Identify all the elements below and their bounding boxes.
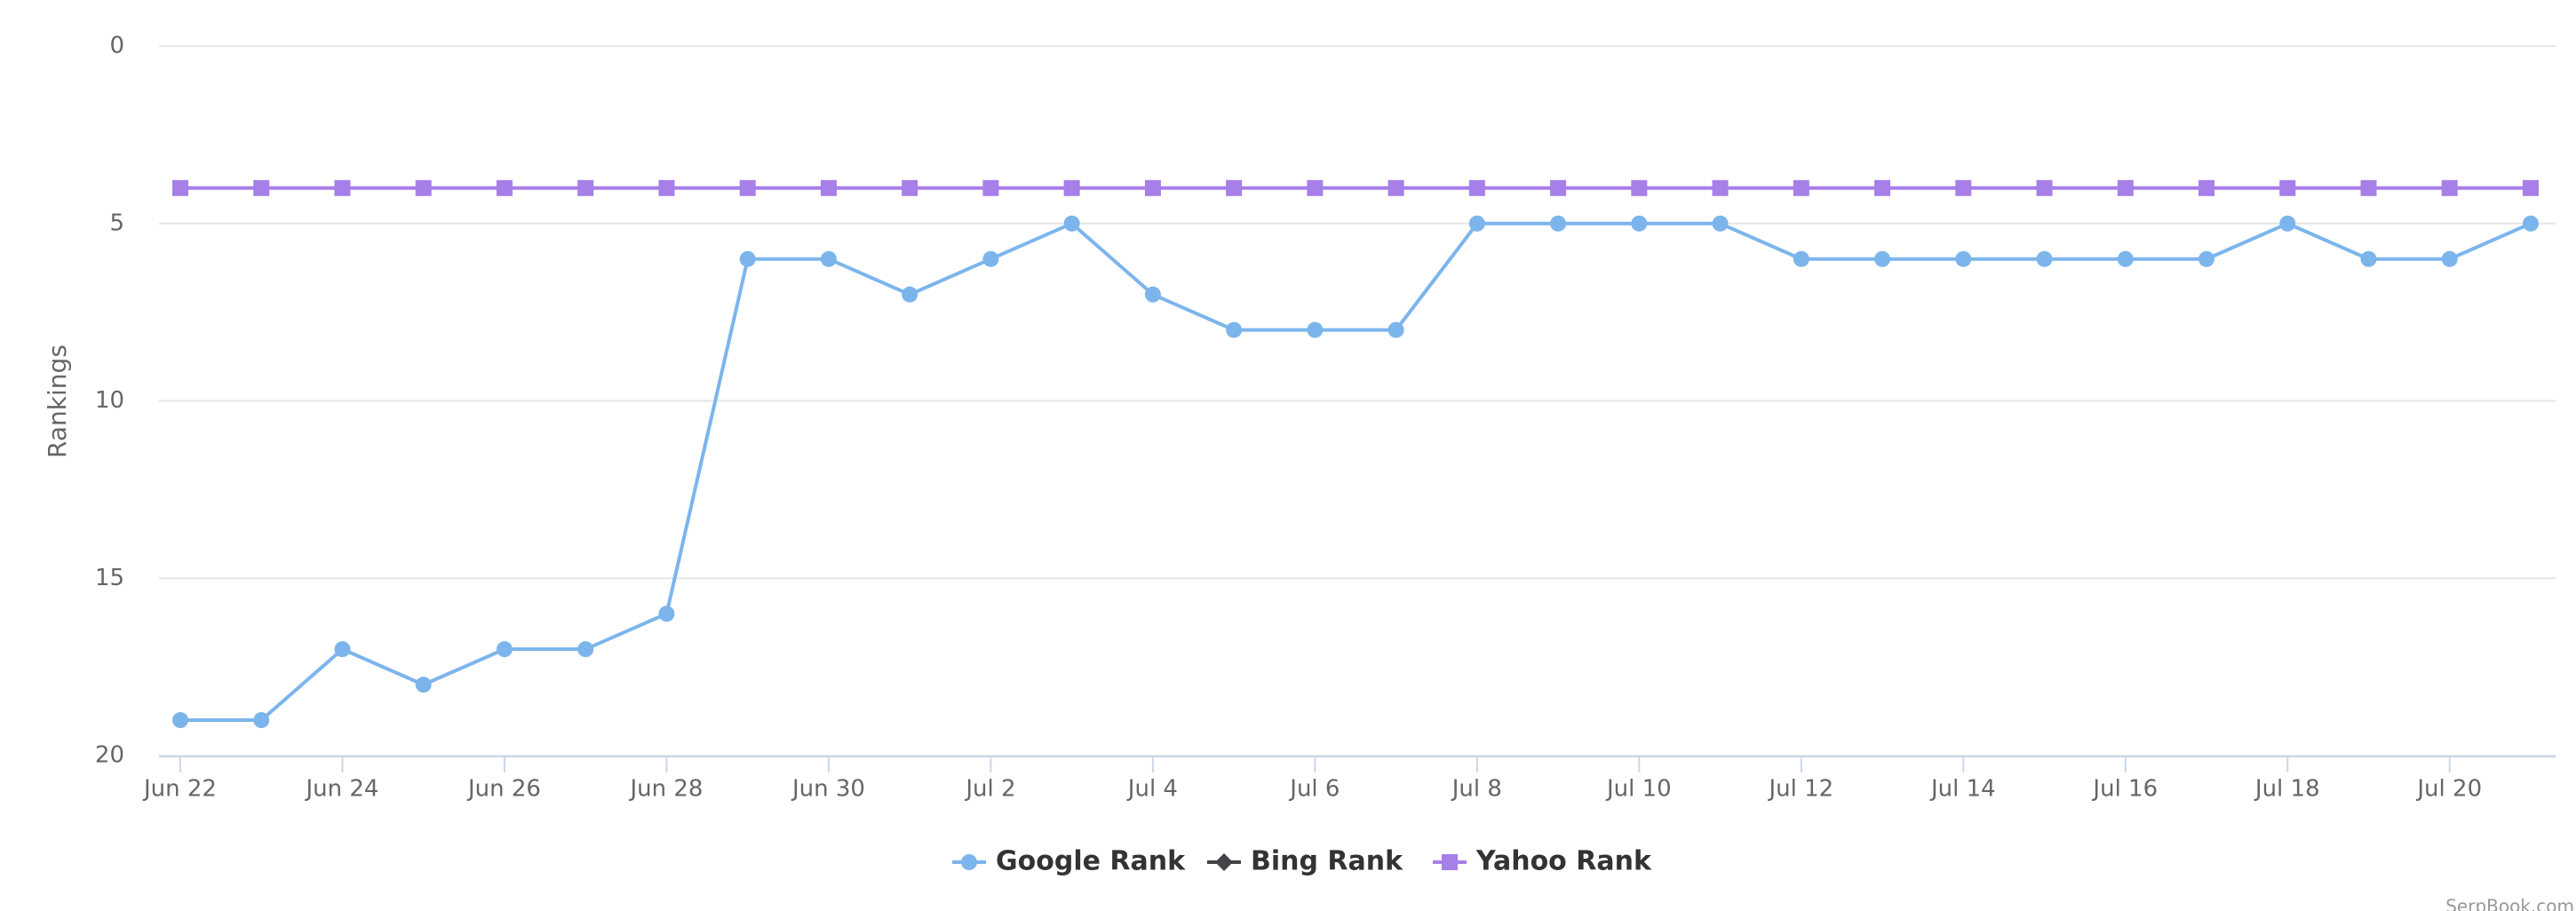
x-tick-label: Jun 26 — [466, 776, 541, 803]
data-point — [1063, 179, 1080, 196]
data-point — [1144, 286, 1161, 303]
data-point — [739, 179, 756, 196]
x-tick-label: Jun 30 — [791, 776, 865, 803]
series-line — [180, 221, 2532, 723]
data-point — [982, 250, 999, 267]
data-point — [1550, 179, 1567, 196]
x-tick-label: Jul 20 — [2415, 776, 2482, 803]
data-point — [2117, 179, 2134, 196]
data-point — [2360, 250, 2377, 267]
legend-label: Bing Rank — [1251, 846, 1403, 877]
legend-marker — [1215, 853, 1233, 871]
data-point — [577, 179, 594, 196]
x-tick-label: Jul 4 — [1126, 776, 1178, 803]
y-axis-label: Rankings — [43, 345, 72, 458]
data-point — [2198, 250, 2215, 267]
data-point — [1226, 321, 1243, 338]
x-tick-label: Jul 12 — [1767, 776, 1833, 803]
data-point — [2117, 250, 2134, 267]
legend-label: Google Rank — [996, 846, 1186, 877]
data-point — [172, 712, 188, 729]
data-point — [496, 641, 513, 658]
y-tick-label: 10 — [95, 387, 124, 414]
legend-marker — [1442, 854, 1458, 870]
data-point — [1144, 179, 1161, 196]
data-point — [902, 286, 918, 303]
data-point — [2441, 179, 2458, 196]
data-point — [334, 641, 351, 658]
legend-marker — [961, 854, 977, 870]
data-point — [2036, 179, 2053, 196]
x-tick-label: Jul 8 — [1451, 776, 1502, 803]
data-point — [820, 179, 837, 196]
data-point — [982, 179, 999, 196]
data-point — [1955, 179, 1972, 196]
x-tick-label: Jun 22 — [142, 776, 217, 803]
data-point — [2441, 250, 2458, 267]
y-tick-label: 5 — [109, 210, 124, 236]
x-tick-label: Jun 28 — [628, 776, 703, 803]
legend-label: Yahoo Rank — [1475, 846, 1652, 877]
x-tick-label: Jul 6 — [1288, 776, 1340, 803]
data-point — [1874, 179, 1891, 196]
data-point — [2198, 179, 2215, 196]
credit: SerpBook.com — [2445, 896, 2574, 911]
data-point — [334, 179, 351, 196]
data-point — [2360, 179, 2377, 196]
data-point — [1793, 250, 1809, 267]
data-point — [2523, 179, 2539, 196]
x-tick-label: Jul 18 — [2254, 776, 2320, 803]
data-point — [1063, 215, 1080, 232]
data-point — [172, 179, 188, 196]
data-point — [658, 606, 675, 622]
data-point — [1631, 179, 1648, 196]
data-point — [1307, 179, 1324, 196]
data-point — [820, 250, 837, 267]
data-point — [2036, 250, 2053, 267]
data-point — [739, 250, 756, 267]
data-point — [658, 179, 675, 196]
x-tick-label: Jul 14 — [1929, 776, 1996, 803]
data-point — [1955, 250, 1972, 267]
data-point — [1387, 321, 1404, 338]
data-point — [1307, 321, 1324, 338]
data-point — [577, 641, 594, 658]
x-tick-label: Jul 10 — [1605, 776, 1672, 803]
x-tick-label: Jul 2 — [964, 776, 1015, 803]
data-point — [1712, 179, 1729, 196]
x-tick-label: Jul 16 — [2091, 776, 2158, 803]
data-point — [2279, 179, 2296, 196]
data-point — [253, 179, 270, 196]
data-point — [1793, 179, 1809, 196]
data-point — [1550, 215, 1567, 232]
y-tick-label: 15 — [95, 565, 124, 591]
y-tick-label: 20 — [95, 742, 124, 769]
data-point — [2279, 215, 2296, 232]
y-tick-label: 0 — [109, 33, 124, 59]
data-point — [1226, 179, 1243, 196]
data-point — [1468, 179, 1485, 196]
data-point — [496, 179, 513, 196]
data-point — [415, 677, 432, 693]
data-point — [1387, 179, 1404, 196]
x-tick-label: Jun 24 — [304, 776, 378, 803]
data-point — [1712, 215, 1729, 232]
data-point — [253, 712, 270, 729]
data-point — [1631, 215, 1648, 232]
data-point — [1874, 250, 1891, 267]
data-point — [902, 179, 918, 196]
data-point — [415, 179, 432, 196]
data-point — [1468, 215, 1485, 232]
data-point — [2523, 215, 2539, 232]
